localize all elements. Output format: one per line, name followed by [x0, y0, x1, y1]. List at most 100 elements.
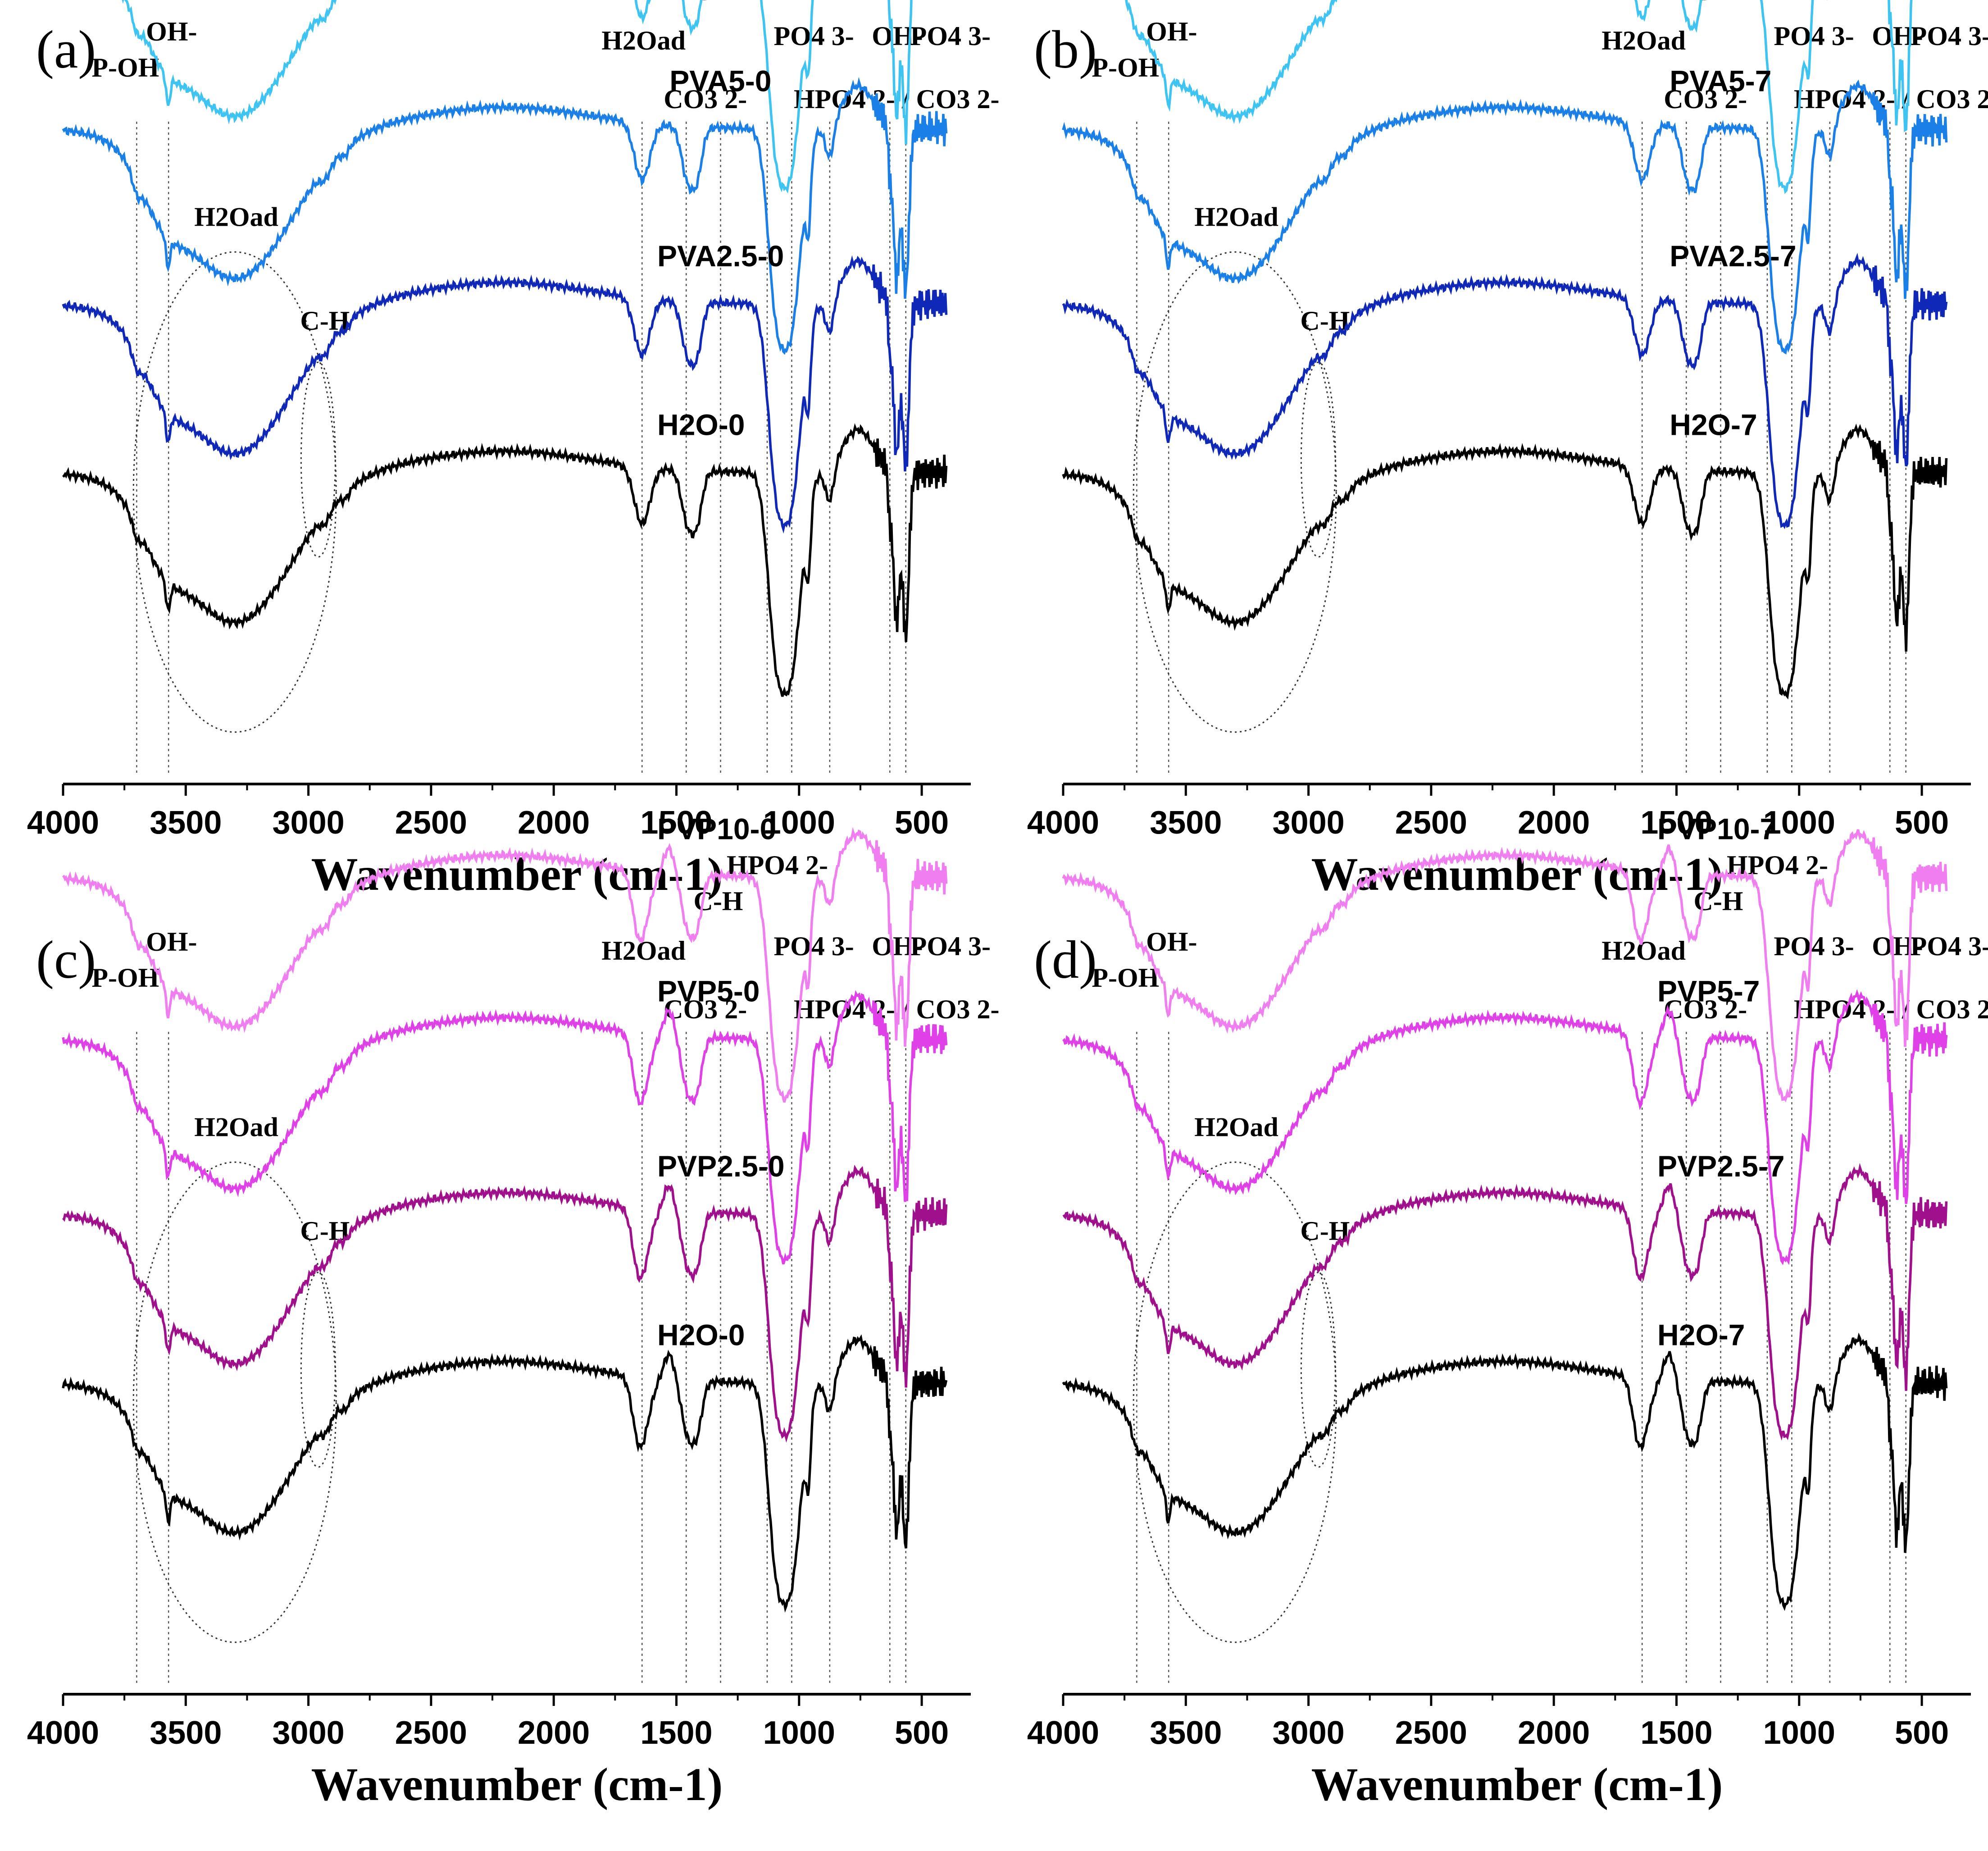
water-band-label: H2Oad [194, 202, 278, 232]
x-tick-label: 3000 [273, 805, 345, 841]
ch-band-ellipse [1300, 361, 1336, 558]
series-line-PVP5-7 [1062, 989, 1948, 1265]
x-tick-label: 1000 [763, 1715, 835, 1751]
band-label: OH- [872, 21, 923, 51]
ch-band-ellipse [300, 1272, 336, 1468]
series-label: PVP10-0 [657, 812, 776, 845]
series-label: PVP2.5-7 [1657, 1149, 1785, 1183]
band-label: OH- [1146, 927, 1197, 957]
x-tick-label: 500 [1895, 1715, 1949, 1751]
series-label: H2O-7 [1657, 1318, 1745, 1352]
water-band-ellipse [1133, 251, 1337, 733]
band-label: C-H [694, 0, 743, 6]
band-label: C-H [1694, 0, 1743, 6]
series-line-PVA5-7 [1062, 79, 1948, 355]
band-label: OH- [1146, 17, 1197, 46]
x-tick-label: 3500 [150, 1715, 222, 1751]
series-label: PVA2.5-0 [657, 239, 784, 273]
series-line-H2O-7 [1062, 423, 1948, 700]
band-label: H2Oad [1601, 26, 1686, 55]
series-line-PVA5-0 [62, 77, 948, 355]
band-label: PO4 3- [910, 931, 991, 961]
series-label: PVP10-7 [1657, 812, 1776, 845]
band-label: HPO4 2- / CO3 2- [1794, 994, 1988, 1024]
series-line-H2O-7 [1062, 1332, 1948, 1611]
series-line-PVP10-0 [62, 827, 948, 1103]
x-tick-label: 500 [895, 805, 949, 841]
band-label: P-OH [91, 963, 159, 993]
series-label: H2O-0 [657, 1318, 745, 1352]
band-label: CO3 2- [1664, 84, 1747, 114]
x-axis-title: Wavenumber (cm-1) [1311, 1759, 1723, 1810]
x-tick-label: 1000 [763, 805, 835, 841]
x-tick-label: 4000 [1027, 805, 1099, 841]
series-label: PVP2.5-0 [657, 1149, 785, 1183]
band-label: PO4 3- [1911, 21, 1988, 51]
x-tick-label: 2500 [1395, 1715, 1467, 1751]
series-label: PVA2.5-7 [1670, 239, 1796, 273]
x-tick-label: 2500 [1395, 805, 1467, 841]
band-label: P-OH [91, 53, 159, 82]
series-line-PVP5-0 [62, 990, 948, 1265]
water-band-label: H2Oad [194, 1112, 278, 1142]
series-line-H2O-0 [62, 423, 948, 697]
x-tick-label: 2000 [1518, 805, 1590, 841]
band-label: PO4 3- [773, 21, 854, 51]
band-label: CO3 2- [664, 84, 747, 114]
series-line-PVA10-7 [1125, 0, 1913, 194]
series-line-PVA10-0 [122, 0, 913, 194]
band-label: OH- [146, 927, 197, 957]
band-label: PO4 3- [1774, 931, 1854, 961]
series-line-PVP2.5-7 [1062, 1163, 1948, 1441]
band-label: P-OH [1092, 53, 1159, 82]
x-tick-label: 2500 [395, 805, 467, 841]
x-tick-label: 2500 [395, 1715, 467, 1751]
band-label: H2Oad [1601, 936, 1686, 966]
x-tick-label: 2000 [518, 1715, 590, 1751]
band-label: CO3 2- [664, 994, 747, 1024]
band-label: H2Oad [601, 26, 686, 55]
x-tick-label: 500 [1895, 805, 1949, 841]
x-axis-title: Wavenumber (cm-1) [311, 1759, 723, 1810]
water-band-label: H2Oad [1194, 202, 1278, 232]
band-label: P-OH [1092, 963, 1159, 993]
band-label: OH- [1872, 931, 1923, 961]
x-tick-label: 3000 [1273, 1715, 1345, 1751]
panel-label: (b) [1034, 19, 1097, 79]
x-tick-label: 2000 [518, 805, 590, 841]
band-label: PO4 3- [773, 931, 854, 961]
water-band-ellipse [132, 1161, 337, 1643]
x-tick-label: 4000 [27, 1715, 99, 1751]
water-band-ellipse [1133, 1161, 1337, 1643]
band-label: PO4 3- [1774, 21, 1854, 51]
x-tick-label: 3000 [273, 1715, 345, 1751]
series-label: PVA5-0 [669, 64, 771, 97]
band-label: OH- [146, 17, 197, 46]
x-tick-label: 3000 [1273, 805, 1345, 841]
panel-label: (d) [1034, 930, 1097, 989]
band-label: PO4 3- [910, 21, 991, 51]
band-label: HPO4 2- / CO3 2- [1794, 84, 1988, 114]
x-tick-label: 1500 [640, 1715, 712, 1751]
panel-label: (a) [36, 19, 96, 79]
x-tick-label: 1500 [1640, 1715, 1712, 1751]
x-tick-label: 1000 [1763, 805, 1835, 841]
x-tick-label: 3500 [150, 805, 222, 841]
water-band-ellipse [132, 251, 337, 733]
series-label: PVA5-7 [1670, 64, 1771, 97]
x-tick-label: 1500 [1640, 805, 1712, 841]
x-tick-label: 4000 [27, 805, 99, 841]
band-label: OH- [1872, 21, 1923, 51]
band-label: OH- [872, 931, 923, 961]
band-label: CO3 2- [1664, 994, 1747, 1024]
ch-band-ellipse [300, 361, 336, 558]
series-label: PVP5-0 [657, 974, 760, 1008]
x-tick-label: 3500 [1150, 1715, 1222, 1751]
series-label: H2O-7 [1670, 408, 1757, 442]
series-label: PVP5-7 [1657, 974, 1760, 1008]
